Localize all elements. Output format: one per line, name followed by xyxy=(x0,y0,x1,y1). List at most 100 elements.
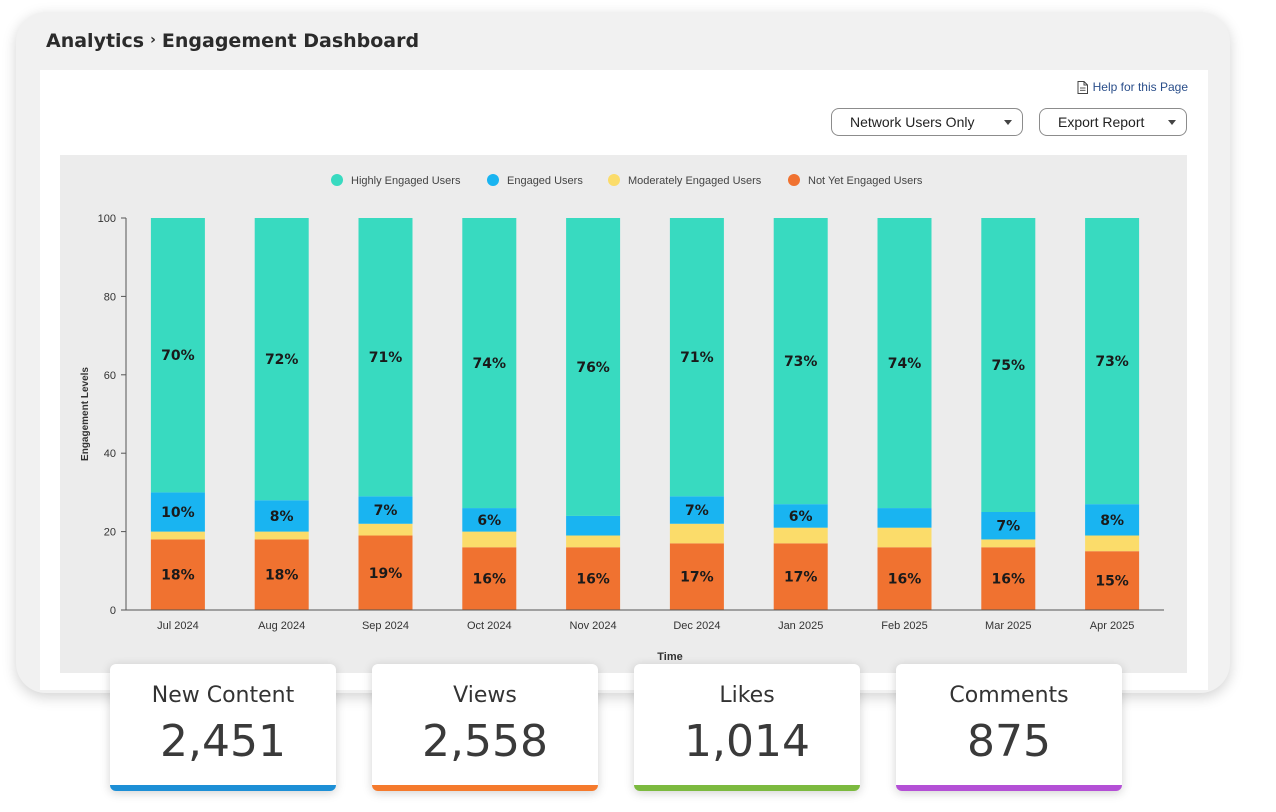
page-title: Engagement Dashboard xyxy=(161,30,420,52)
stat-card-views: Views 2,558 xyxy=(372,664,598,791)
data-label: 73% xyxy=(784,354,818,370)
engagement-chart-svg: Highly Engaged Users Engaged Users Moderat… xyxy=(80,174,1164,663)
data-label: 6% xyxy=(477,513,501,529)
data-label: 16% xyxy=(992,572,1026,588)
legend-marker xyxy=(608,174,620,186)
data-label: 71% xyxy=(680,350,714,366)
export-report-dropdown[interactable]: Export Report xyxy=(1039,108,1187,136)
stat-label: Views xyxy=(453,683,517,708)
data-label: 7% xyxy=(374,503,398,519)
y-tick-label: 80 xyxy=(104,291,116,303)
y-tick-label: 0 xyxy=(110,605,116,617)
stat-accent-bar xyxy=(896,785,1122,791)
data-label: 7% xyxy=(685,503,709,519)
bar-segment xyxy=(981,547,1036,610)
x-tick-label: Aug 2024 xyxy=(258,620,305,632)
document-icon xyxy=(1077,80,1088,94)
bar-segment xyxy=(1085,218,1140,505)
bar-segment xyxy=(462,508,517,532)
export-report-dropdown-label: Export Report xyxy=(1058,114,1145,130)
bar-segment xyxy=(669,523,724,544)
bar-segment xyxy=(358,218,413,497)
data-label: 71% xyxy=(369,350,403,366)
legend-marker xyxy=(331,174,343,186)
x-tick-label: Jan 2025 xyxy=(778,620,823,632)
x-tick-label: Nov 2024 xyxy=(570,620,617,632)
data-label: 70% xyxy=(161,348,195,364)
x-tick-label: Apr 2025 xyxy=(1090,620,1135,632)
data-label: 76% xyxy=(576,360,610,376)
stat-label: Comments xyxy=(949,683,1069,708)
bar-segment xyxy=(669,543,724,610)
bar-segment xyxy=(566,515,621,536)
breadcrumb-section[interactable]: Analytics xyxy=(46,30,145,52)
data-label: 73% xyxy=(1095,354,1129,370)
chevron-down-icon xyxy=(1168,119,1176,125)
bar-segment xyxy=(773,527,828,544)
data-label: 18% xyxy=(161,568,195,584)
stat-value: 875 xyxy=(967,716,1051,767)
data-label: 16% xyxy=(473,572,507,588)
y-tick-label: 100 xyxy=(98,213,116,225)
bar-segment xyxy=(566,535,621,548)
stat-value: 2,451 xyxy=(160,716,286,767)
stat-card-comments: Comments 875 xyxy=(896,664,1122,791)
x-tick-label: Dec 2024 xyxy=(673,620,720,632)
x-axis-label: Time xyxy=(657,651,682,663)
stats-row: New Content 2,451 Views 2,558 Likes 1,01… xyxy=(0,664,1276,794)
stat-accent-bar xyxy=(372,785,598,791)
bar-segment xyxy=(773,218,828,505)
bar-segment xyxy=(877,218,932,509)
legend-label: Engaged Users xyxy=(507,175,583,187)
bar-segment xyxy=(669,496,724,524)
bar-segment xyxy=(462,547,517,610)
bar-segment xyxy=(358,496,413,524)
bar-segment xyxy=(981,512,1036,540)
bar-segment xyxy=(150,218,205,493)
bar-segment xyxy=(150,492,205,532)
network-users-dropdown[interactable]: Network Users Only xyxy=(831,108,1023,136)
y-axis-label: Engagement Levels xyxy=(80,367,91,461)
data-label: 17% xyxy=(784,570,818,586)
stat-card-likes: Likes 1,014 xyxy=(634,664,860,791)
data-label: 16% xyxy=(576,572,610,588)
bar-segment xyxy=(462,531,517,548)
data-label: 72% xyxy=(265,352,299,368)
y-tick-label: 40 xyxy=(104,448,116,460)
data-label: 7% xyxy=(996,519,1020,535)
bar-segment xyxy=(462,218,517,509)
bar-segment xyxy=(981,218,1036,512)
help-link[interactable]: Help for this Page xyxy=(1077,80,1188,94)
bar-segment xyxy=(877,527,932,548)
help-link-label: Help for this Page xyxy=(1092,80,1188,94)
bar-segment xyxy=(254,500,309,532)
bar-segment xyxy=(254,531,309,540)
data-label: 15% xyxy=(1095,574,1129,590)
engagement-chart: Highly Engaged Users Engaged Users Moderat… xyxy=(60,155,1187,673)
x-tick-label: Oct 2024 xyxy=(467,620,512,632)
bar-segment xyxy=(150,539,205,610)
data-label: 16% xyxy=(888,572,922,588)
bar-segment xyxy=(1085,504,1140,536)
legend-label: Highly Engaged Users xyxy=(351,175,461,187)
y-tick-label: 60 xyxy=(104,370,116,382)
data-label: 6% xyxy=(789,509,813,525)
bar-segment xyxy=(669,218,724,497)
data-label: 10% xyxy=(161,505,195,521)
x-tick-label: Jul 2024 xyxy=(157,620,199,632)
stat-card-new-content: New Content 2,451 xyxy=(110,664,336,791)
bar-segment xyxy=(358,535,413,610)
legend-marker xyxy=(487,174,499,186)
bar-segment xyxy=(254,218,309,501)
bar-segment xyxy=(1085,551,1140,610)
bar-segment xyxy=(150,531,205,540)
bar-segment xyxy=(566,218,621,516)
x-tick-label: Sep 2024 xyxy=(362,620,409,632)
stat-accent-bar xyxy=(110,785,336,791)
data-label: 75% xyxy=(992,358,1026,374)
bar-segment xyxy=(877,508,932,528)
data-label: 19% xyxy=(369,566,403,582)
bar-segment xyxy=(358,523,413,536)
bar-segment xyxy=(773,504,828,528)
